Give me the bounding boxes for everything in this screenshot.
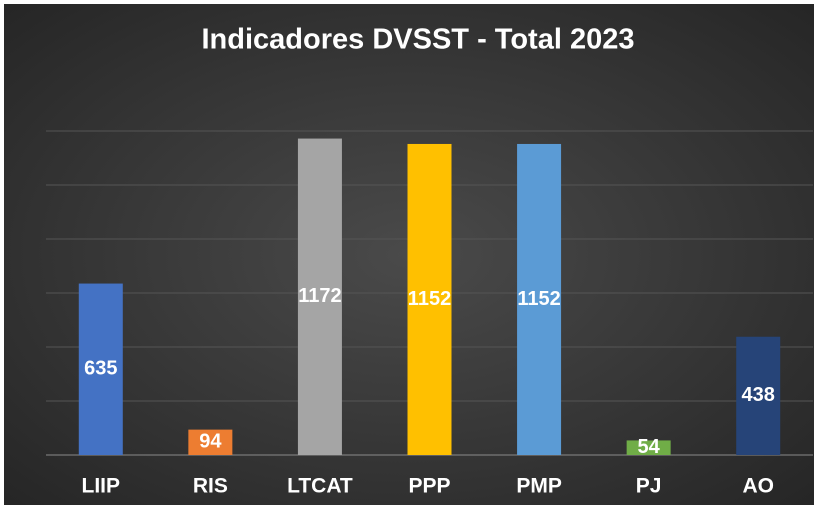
chart-title: Indicadores DVSST - Total 2023 [202,24,635,56]
bar [407,143,452,455]
x-tick-label: PPP [408,475,450,498]
x-tick-label: PMP [516,475,562,498]
x-tick-label: RIS [193,475,228,498]
data-label: 1152 [408,288,451,310]
x-tick-label: LTCAT [287,475,353,498]
x-tick-label: LIIP [82,475,121,498]
bar [78,283,123,455]
data-label: 54 [638,436,661,458]
bar [297,138,342,455]
bar [188,429,233,455]
data-label: 438 [742,384,775,406]
x-tick-label: AO [742,475,774,498]
data-label: 1152 [517,288,560,310]
bar [517,143,562,455]
data-label: 635 [84,358,117,380]
bar [626,440,671,455]
data-label: 94 [199,431,222,453]
x-tick-label: PJ [636,475,662,498]
data-label: 1172 [298,285,341,307]
bar [736,336,781,455]
